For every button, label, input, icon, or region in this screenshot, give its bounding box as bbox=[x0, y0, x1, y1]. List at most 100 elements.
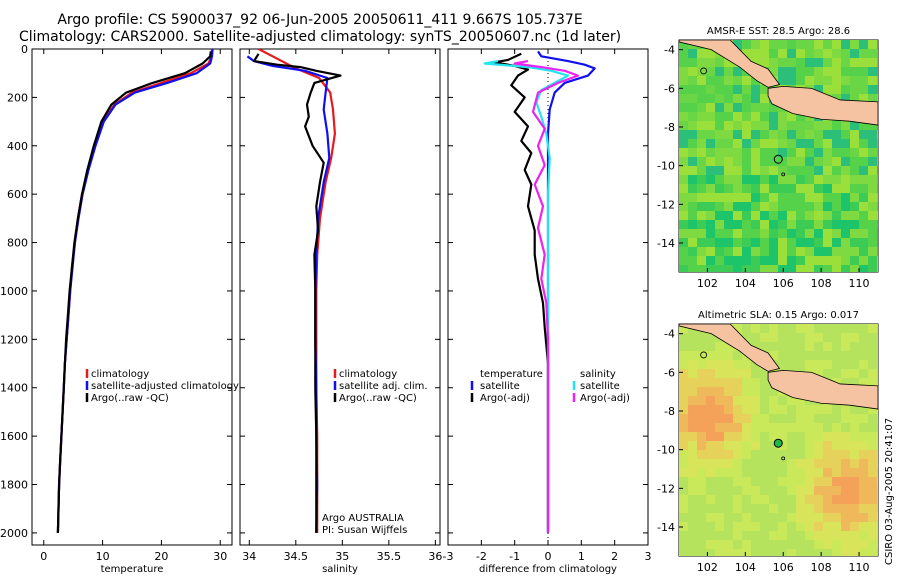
map-cell bbox=[679, 423, 689, 433]
map-cell bbox=[769, 193, 779, 203]
map-cell bbox=[769, 130, 779, 140]
map-cell bbox=[733, 85, 743, 95]
map-cell bbox=[778, 450, 788, 460]
map-cell bbox=[877, 513, 878, 523]
map-cell bbox=[769, 229, 779, 239]
map-cell bbox=[814, 540, 824, 550]
map-cell bbox=[688, 184, 698, 194]
map-cell bbox=[832, 531, 842, 541]
map-cell bbox=[814, 211, 824, 221]
map-cell bbox=[796, 166, 806, 176]
map-cell bbox=[778, 477, 788, 487]
map-cell bbox=[697, 76, 707, 86]
map-cell bbox=[877, 486, 878, 496]
map-cell bbox=[706, 94, 716, 104]
map-cell bbox=[796, 112, 806, 122]
map-cell bbox=[760, 459, 770, 469]
map-cell bbox=[751, 175, 761, 185]
y-tick-label: -4 bbox=[664, 44, 675, 57]
map-cell bbox=[679, 531, 689, 541]
map-cell bbox=[751, 324, 761, 334]
map-cell bbox=[778, 49, 788, 59]
map-cell bbox=[724, 121, 734, 131]
map-cell bbox=[742, 423, 752, 433]
map-cell bbox=[742, 405, 752, 415]
map-cell bbox=[715, 193, 725, 203]
map-cell bbox=[823, 414, 833, 424]
map-cell bbox=[805, 459, 815, 469]
map-cell bbox=[688, 220, 698, 230]
map-cell bbox=[796, 139, 806, 149]
map-cell bbox=[877, 378, 878, 388]
map-cell bbox=[823, 450, 833, 460]
map-cell bbox=[751, 477, 761, 487]
map-cell bbox=[787, 351, 797, 361]
map-cell bbox=[805, 148, 815, 158]
map-cell bbox=[769, 184, 779, 194]
x-tick-label: 30 bbox=[213, 550, 227, 563]
map-cell bbox=[859, 202, 869, 212]
map-cell bbox=[769, 256, 779, 266]
map-cell bbox=[751, 360, 761, 370]
map-cell bbox=[850, 40, 860, 50]
map-cell bbox=[823, 324, 833, 334]
map-cell bbox=[814, 360, 824, 370]
map-cell bbox=[877, 76, 878, 86]
map-cell bbox=[715, 495, 725, 505]
map-cell bbox=[832, 369, 842, 379]
map-cell bbox=[832, 405, 842, 415]
map-cell bbox=[805, 265, 815, 272]
map-cell bbox=[688, 229, 698, 239]
map-cell bbox=[742, 540, 752, 550]
map-cell bbox=[796, 522, 806, 532]
map-cell bbox=[796, 148, 806, 158]
map-cell bbox=[715, 76, 725, 86]
map-cell bbox=[760, 193, 770, 203]
map-cell bbox=[841, 193, 851, 203]
map-cell bbox=[832, 202, 842, 212]
map-cell bbox=[769, 175, 779, 185]
map-cell bbox=[859, 130, 869, 140]
map-cell bbox=[742, 468, 752, 478]
map-cell bbox=[688, 531, 698, 541]
map-cell bbox=[679, 139, 689, 149]
map-cell bbox=[841, 121, 851, 131]
map-cell bbox=[679, 130, 689, 140]
legend-entry: climatology bbox=[339, 369, 397, 380]
map-cell bbox=[715, 229, 725, 239]
map-cell bbox=[742, 211, 752, 221]
timestamp-stamp: CSIRO 03-Aug-2005 20:41:07 bbox=[884, 418, 895, 565]
map-cell bbox=[805, 468, 815, 478]
map-cell bbox=[724, 67, 734, 77]
map-cell bbox=[697, 193, 707, 203]
map-cell bbox=[868, 238, 878, 248]
map-cell bbox=[724, 450, 734, 460]
map-cell bbox=[760, 112, 770, 122]
map-cell bbox=[715, 414, 725, 424]
map-cell bbox=[733, 432, 743, 442]
map-cell bbox=[679, 441, 689, 451]
map-cell bbox=[850, 549, 860, 556]
map-cell bbox=[823, 157, 833, 167]
map-cell bbox=[715, 468, 725, 478]
map-cell bbox=[859, 229, 869, 239]
map-cell bbox=[823, 405, 833, 415]
map-cell bbox=[760, 441, 770, 451]
map-cell bbox=[688, 468, 698, 478]
map-cell bbox=[742, 49, 752, 59]
map-cell bbox=[760, 103, 770, 113]
map-cell bbox=[850, 94, 860, 104]
map-cell bbox=[715, 202, 725, 212]
map-cell bbox=[760, 94, 770, 104]
map-cell bbox=[679, 450, 689, 460]
map-cell bbox=[814, 184, 824, 194]
map-cell bbox=[706, 477, 716, 487]
x-tick-label: 2 bbox=[611, 550, 618, 563]
map-cell bbox=[688, 504, 698, 514]
map-cell bbox=[706, 387, 716, 397]
map-cell bbox=[814, 504, 824, 514]
map-cell bbox=[796, 202, 806, 212]
map-cell bbox=[760, 495, 770, 505]
map-cell bbox=[868, 423, 878, 433]
map-cell bbox=[778, 513, 788, 523]
